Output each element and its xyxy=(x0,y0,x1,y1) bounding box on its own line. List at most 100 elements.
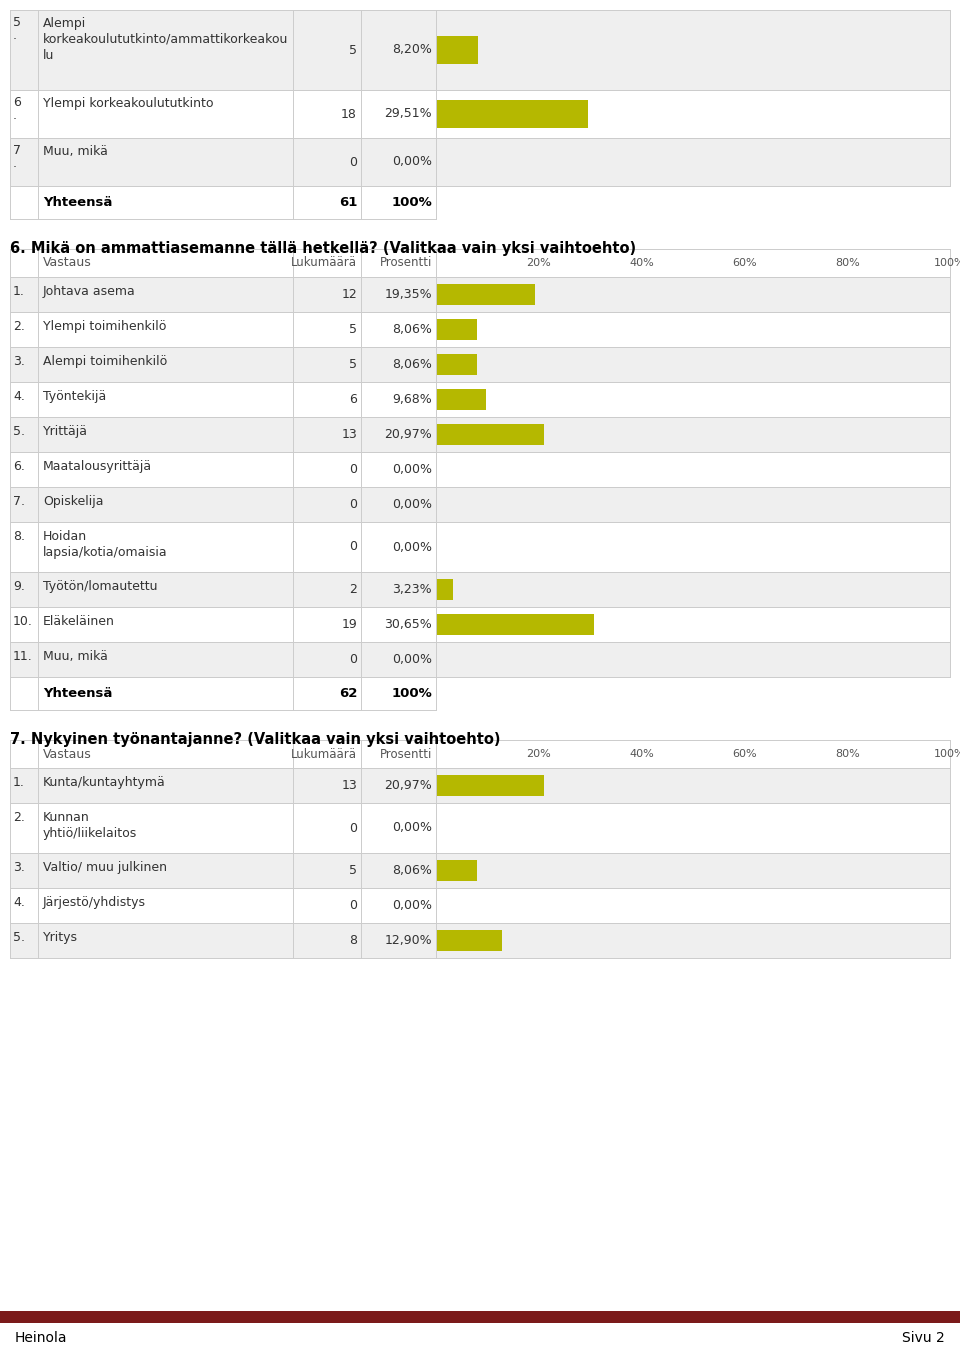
Text: 5.: 5. xyxy=(13,931,25,944)
Text: 3.: 3. xyxy=(13,860,25,874)
Text: Vastaus: Vastaus xyxy=(43,748,92,760)
Text: Prosentti: Prosentti xyxy=(379,256,432,270)
Text: 20%: 20% xyxy=(526,749,551,759)
Text: Maatalousyrittäjä: Maatalousyrittäjä xyxy=(43,459,152,473)
Text: 1.: 1. xyxy=(13,285,25,298)
Text: 0: 0 xyxy=(349,653,357,667)
Bar xyxy=(436,318,477,340)
Text: 4.: 4. xyxy=(13,390,25,402)
Text: 60%: 60% xyxy=(732,257,756,268)
Text: 0: 0 xyxy=(349,499,357,511)
Bar xyxy=(10,572,950,607)
Text: 19,35%: 19,35% xyxy=(384,289,432,301)
Text: Ylempi toimihenkilö: Ylempi toimihenkilö xyxy=(43,320,166,333)
Text: 100%: 100% xyxy=(934,749,960,759)
Text: Hoidan
lapsia/kotia/omaisia: Hoidan lapsia/kotia/omaisia xyxy=(43,530,168,560)
Text: .: . xyxy=(13,28,17,42)
Bar xyxy=(0,1312,960,1322)
Text: 8,20%: 8,20% xyxy=(392,43,432,57)
Bar xyxy=(436,775,543,795)
Text: 80%: 80% xyxy=(835,749,859,759)
Text: Muu, mikä: Muu, mikä xyxy=(43,650,108,663)
Text: Alempi
korkeakoulututkinto/ammattikorkeakou
lu: Alempi korkeakoulututkinto/ammattikorkea… xyxy=(43,18,288,62)
Text: 29,51%: 29,51% xyxy=(384,107,432,121)
Bar xyxy=(10,854,950,888)
Bar xyxy=(436,614,593,635)
Text: 20,97%: 20,97% xyxy=(384,428,432,440)
Text: 0,00%: 0,00% xyxy=(392,156,432,168)
Text: 40%: 40% xyxy=(629,257,654,268)
Text: 6: 6 xyxy=(13,96,21,108)
Text: 0,00%: 0,00% xyxy=(392,499,432,511)
Text: Prosentti: Prosentti xyxy=(379,748,432,760)
Text: Yhteensä: Yhteensä xyxy=(43,687,112,701)
Text: 9.: 9. xyxy=(13,580,25,593)
Text: 19: 19 xyxy=(341,618,357,631)
Text: 7: 7 xyxy=(13,144,21,157)
Text: 1.: 1. xyxy=(13,776,25,789)
Text: 3.: 3. xyxy=(13,355,25,369)
Text: 6: 6 xyxy=(349,393,357,406)
Text: 0,00%: 0,00% xyxy=(392,541,432,553)
Text: 62: 62 xyxy=(339,687,357,701)
Text: Eläkeläinen: Eläkeläinen xyxy=(43,615,115,627)
Text: 100%: 100% xyxy=(934,257,960,268)
Text: 8,06%: 8,06% xyxy=(392,358,432,371)
Text: 20,97%: 20,97% xyxy=(384,779,432,793)
Text: .: . xyxy=(13,108,17,122)
Bar xyxy=(10,312,950,347)
Bar xyxy=(10,453,950,486)
Text: 2: 2 xyxy=(349,583,357,596)
Text: Yhteensä: Yhteensä xyxy=(43,196,112,209)
Text: Opiskelija: Opiskelija xyxy=(43,495,104,508)
Text: 5.: 5. xyxy=(13,425,25,438)
Text: 60%: 60% xyxy=(732,749,756,759)
Text: Lukumäärä: Lukumäärä xyxy=(291,748,357,760)
Text: 20%: 20% xyxy=(526,257,551,268)
Bar xyxy=(10,249,950,276)
Bar xyxy=(10,138,950,186)
Bar xyxy=(436,424,543,444)
Text: Työntekijä: Työntekijä xyxy=(43,390,107,402)
Text: 0,00%: 0,00% xyxy=(392,653,432,667)
Bar xyxy=(10,923,950,958)
Text: 12: 12 xyxy=(341,289,357,301)
Text: Vastaus: Vastaus xyxy=(43,256,92,270)
Text: 2.: 2. xyxy=(13,812,25,824)
Text: 100%: 100% xyxy=(392,687,432,701)
Text: Yritys: Yritys xyxy=(43,931,78,944)
Text: 7.: 7. xyxy=(13,495,25,508)
Text: 13: 13 xyxy=(341,428,357,440)
Text: Heinola: Heinola xyxy=(15,1331,67,1346)
Text: 2.: 2. xyxy=(13,320,25,333)
Bar xyxy=(436,37,478,64)
Text: 9,68%: 9,68% xyxy=(393,393,432,406)
Bar xyxy=(10,417,950,453)
Text: 6.: 6. xyxy=(13,459,25,473)
Bar xyxy=(436,285,536,305)
Text: Valtio/ muu julkinen: Valtio/ muu julkinen xyxy=(43,860,167,874)
Text: 5: 5 xyxy=(13,16,21,28)
Bar xyxy=(10,642,950,678)
Text: Ylempi korkeakoulututkinto: Ylempi korkeakoulututkinto xyxy=(43,98,213,110)
Text: 0: 0 xyxy=(349,541,357,553)
Text: 40%: 40% xyxy=(629,749,654,759)
Text: Alempi toimihenkilö: Alempi toimihenkilö xyxy=(43,355,167,369)
Text: 6. Mikä on ammattiasemanne tällä hetkellä? (Valitkaa vain yksi vaihtoehto): 6. Mikä on ammattiasemanne tällä hetkell… xyxy=(10,241,636,256)
Text: Kunnan
yhtiö/liikelaitos: Kunnan yhtiö/liikelaitos xyxy=(43,812,137,840)
Bar xyxy=(10,522,950,572)
Text: 7. Nykyinen työnantajanne? (Valitkaa vain yksi vaihtoehto): 7. Nykyinen työnantajanne? (Valitkaa vai… xyxy=(10,732,500,747)
Bar xyxy=(10,89,950,138)
Bar xyxy=(10,768,950,804)
Bar xyxy=(10,804,950,854)
Text: 5: 5 xyxy=(349,864,357,877)
Text: Lukumäärä: Lukumäärä xyxy=(291,256,357,270)
Text: Kunta/kuntayhtymä: Kunta/kuntayhtymä xyxy=(43,776,166,789)
Text: 8.: 8. xyxy=(13,530,25,543)
Text: 0,00%: 0,00% xyxy=(392,898,432,912)
Text: 0,00%: 0,00% xyxy=(392,463,432,476)
Bar xyxy=(10,382,950,417)
Text: 100%: 100% xyxy=(392,196,432,209)
Bar xyxy=(10,740,950,768)
Text: Yrittäjä: Yrittäjä xyxy=(43,425,88,438)
